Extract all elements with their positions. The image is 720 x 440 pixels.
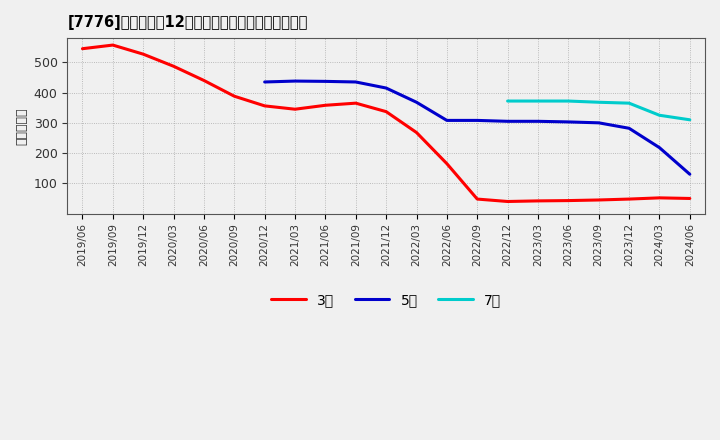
Y-axis label: （百万円）: （百万円） [15, 107, 28, 145]
5年 [534, 119, 542, 124]
7年 [503, 99, 512, 104]
3年 [412, 130, 420, 135]
3年 [534, 198, 542, 204]
3年 [564, 198, 572, 203]
5年 [351, 79, 360, 84]
5年 [412, 99, 420, 105]
5年 [382, 85, 390, 91]
7年 [595, 99, 603, 105]
Line: 3年: 3年 [83, 45, 690, 202]
5年 [261, 79, 269, 84]
3年 [199, 78, 208, 83]
5年 [595, 120, 603, 125]
7年 [655, 113, 664, 118]
5年 [443, 118, 451, 123]
3年 [230, 94, 238, 99]
3年 [291, 106, 300, 112]
3年 [351, 100, 360, 106]
3年 [78, 46, 87, 51]
7年 [564, 99, 572, 104]
5年 [291, 78, 300, 84]
3年 [443, 161, 451, 166]
3年 [655, 195, 664, 201]
3年 [503, 199, 512, 204]
5年 [625, 126, 634, 131]
5年 [655, 145, 664, 150]
3年 [625, 196, 634, 202]
5年 [473, 118, 482, 123]
3年 [261, 103, 269, 109]
Text: [7776]　経常利益12か月移動合計の標準偏差の推移: [7776] 経常利益12か月移動合計の標準偏差の推移 [67, 15, 307, 30]
7年 [685, 117, 694, 122]
7年 [534, 99, 542, 104]
3年 [321, 103, 330, 108]
3年 [109, 42, 117, 48]
5年 [321, 79, 330, 84]
3年 [473, 196, 482, 202]
7年 [625, 100, 634, 106]
3年 [685, 196, 694, 201]
3年 [382, 109, 390, 114]
Line: 5年: 5年 [265, 81, 690, 174]
5年 [685, 172, 694, 177]
5年 [564, 119, 572, 125]
Legend: 3年, 5年, 7年: 3年, 5年, 7年 [265, 287, 507, 312]
5年 [503, 119, 512, 124]
Line: 7年: 7年 [508, 101, 690, 120]
3年 [595, 197, 603, 202]
3年 [169, 64, 178, 69]
3年 [139, 51, 148, 57]
